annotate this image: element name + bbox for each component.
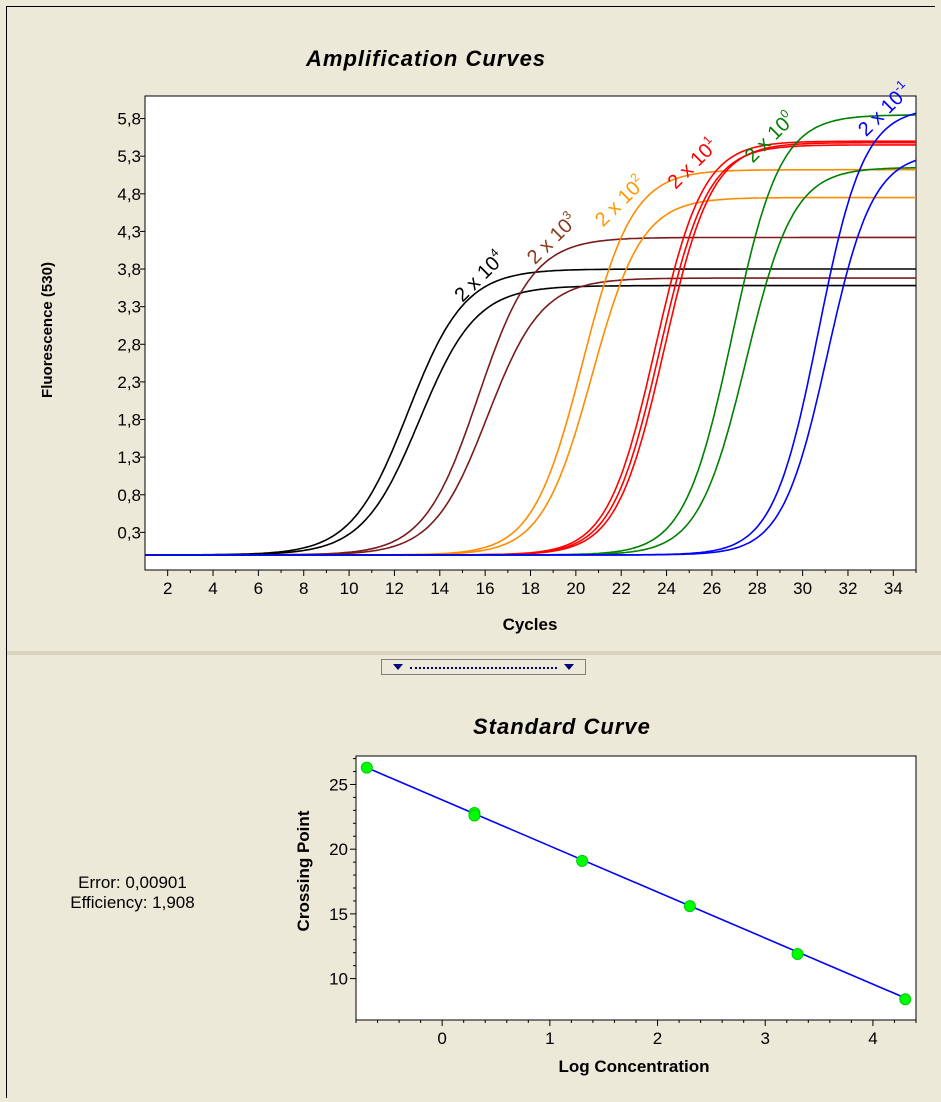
x-tick-label: 26 — [702, 579, 721, 598]
series-4 — [145, 268, 916, 556]
chevron-down-icon — [393, 664, 403, 670]
y-tick-label: 2,8 — [117, 335, 141, 354]
standard-x-axis-label: Log Concentration — [558, 1057, 709, 1076]
x-tick-label: 8 — [299, 579, 308, 598]
amplification-y-axis-label: Fluorescence (530) — [39, 262, 56, 398]
standard-curve-chart: 0 1 2 3 4 10 15 20 25 Log Concentration Crossing… — [294, 755, 917, 1076]
amplification-plot-area — [144, 95, 917, 571]
y-tick-label: 2,3 — [117, 373, 141, 392]
x-tick-label: 32 — [839, 579, 858, 598]
standard-point — [899, 993, 912, 1006]
x-tick-label: 10 — [340, 579, 359, 598]
y-tick-label: 4,3 — [117, 222, 141, 241]
efficiency-value: Efficiency: 1,908 — [70, 893, 195, 912]
y-tick-label: 5,8 — [117, 110, 141, 129]
x-tick-label: 1 — [545, 1029, 554, 1048]
error-value: Error: 0,00901 — [78, 873, 187, 892]
y-tick-label: 5,3 — [117, 147, 141, 166]
amplification-curve — [145, 284, 916, 556]
panel-divider — [7, 651, 941, 655]
amplification-curve — [145, 159, 917, 556]
standard-point — [360, 761, 373, 774]
amplification-curve — [145, 268, 916, 556]
y-tick-label: 4,8 — [117, 185, 141, 204]
chevron-down-icon — [564, 664, 574, 670]
panel-splitter-handle[interactable] — [381, 659, 586, 675]
x-tick-label: 4 — [208, 579, 217, 598]
standard-point — [791, 948, 804, 960]
fit-statistics: Error: 0,00901 Efficiency: 1,908 — [30, 873, 235, 913]
x-tick-label: 2 — [653, 1029, 662, 1048]
x-tick-label: 2 — [163, 579, 172, 598]
x-tick-label: 16 — [476, 579, 495, 598]
x-tick-label: 4 — [868, 1029, 877, 1048]
y-tick-label: 1,3 — [117, 448, 141, 467]
x-tick-label: 22 — [612, 579, 631, 598]
amplification-chart: 2 4 6 8 10 12 14 16 18 20 22 24 26 28 30 32 340,30,81,31… — [39, 77, 917, 634]
y-tick-label: 1,8 — [117, 411, 141, 430]
standard-curve-title: Standard Curve — [473, 714, 651, 739]
x-tick-label: 14 — [430, 579, 449, 598]
x-tick-label: 34 — [884, 579, 903, 598]
series--1 — [145, 112, 917, 556]
splitter-grip — [410, 667, 557, 669]
y-tick-label: 15 — [329, 905, 348, 924]
x-tick-label: 0 — [437, 1029, 446, 1048]
y-tick-label: 20 — [329, 840, 348, 859]
standard-point — [468, 809, 481, 822]
standard-y-axis-label: Crossing Point — [294, 810, 313, 931]
standard-point — [683, 900, 696, 913]
standard-plot-area — [355, 755, 917, 1021]
x-tick-label: 24 — [657, 579, 676, 598]
x-tick-label: 30 — [793, 579, 812, 598]
y-tick-label: 0,8 — [117, 486, 141, 505]
amplification-x-axis-label: Cycles — [503, 615, 558, 634]
y-tick-label: 3,8 — [117, 260, 141, 279]
regression-line — [366, 766, 906, 999]
x-tick-label: 20 — [566, 579, 585, 598]
x-tick-label: 12 — [385, 579, 404, 598]
standard-point — [576, 854, 589, 867]
y-tick-label: 3,3 — [117, 298, 141, 317]
y-tick-label: 10 — [329, 970, 348, 989]
x-tick-label: 18 — [521, 579, 540, 598]
x-tick-label: 3 — [760, 1029, 769, 1048]
x-tick-label: 6 — [254, 579, 263, 598]
y-tick-label: 25 — [329, 775, 348, 794]
x-tick-label: 28 — [748, 579, 767, 598]
amplification-chart-title: Amplification Curves — [306, 46, 547, 71]
y-tick-label: 0,3 — [117, 523, 141, 542]
